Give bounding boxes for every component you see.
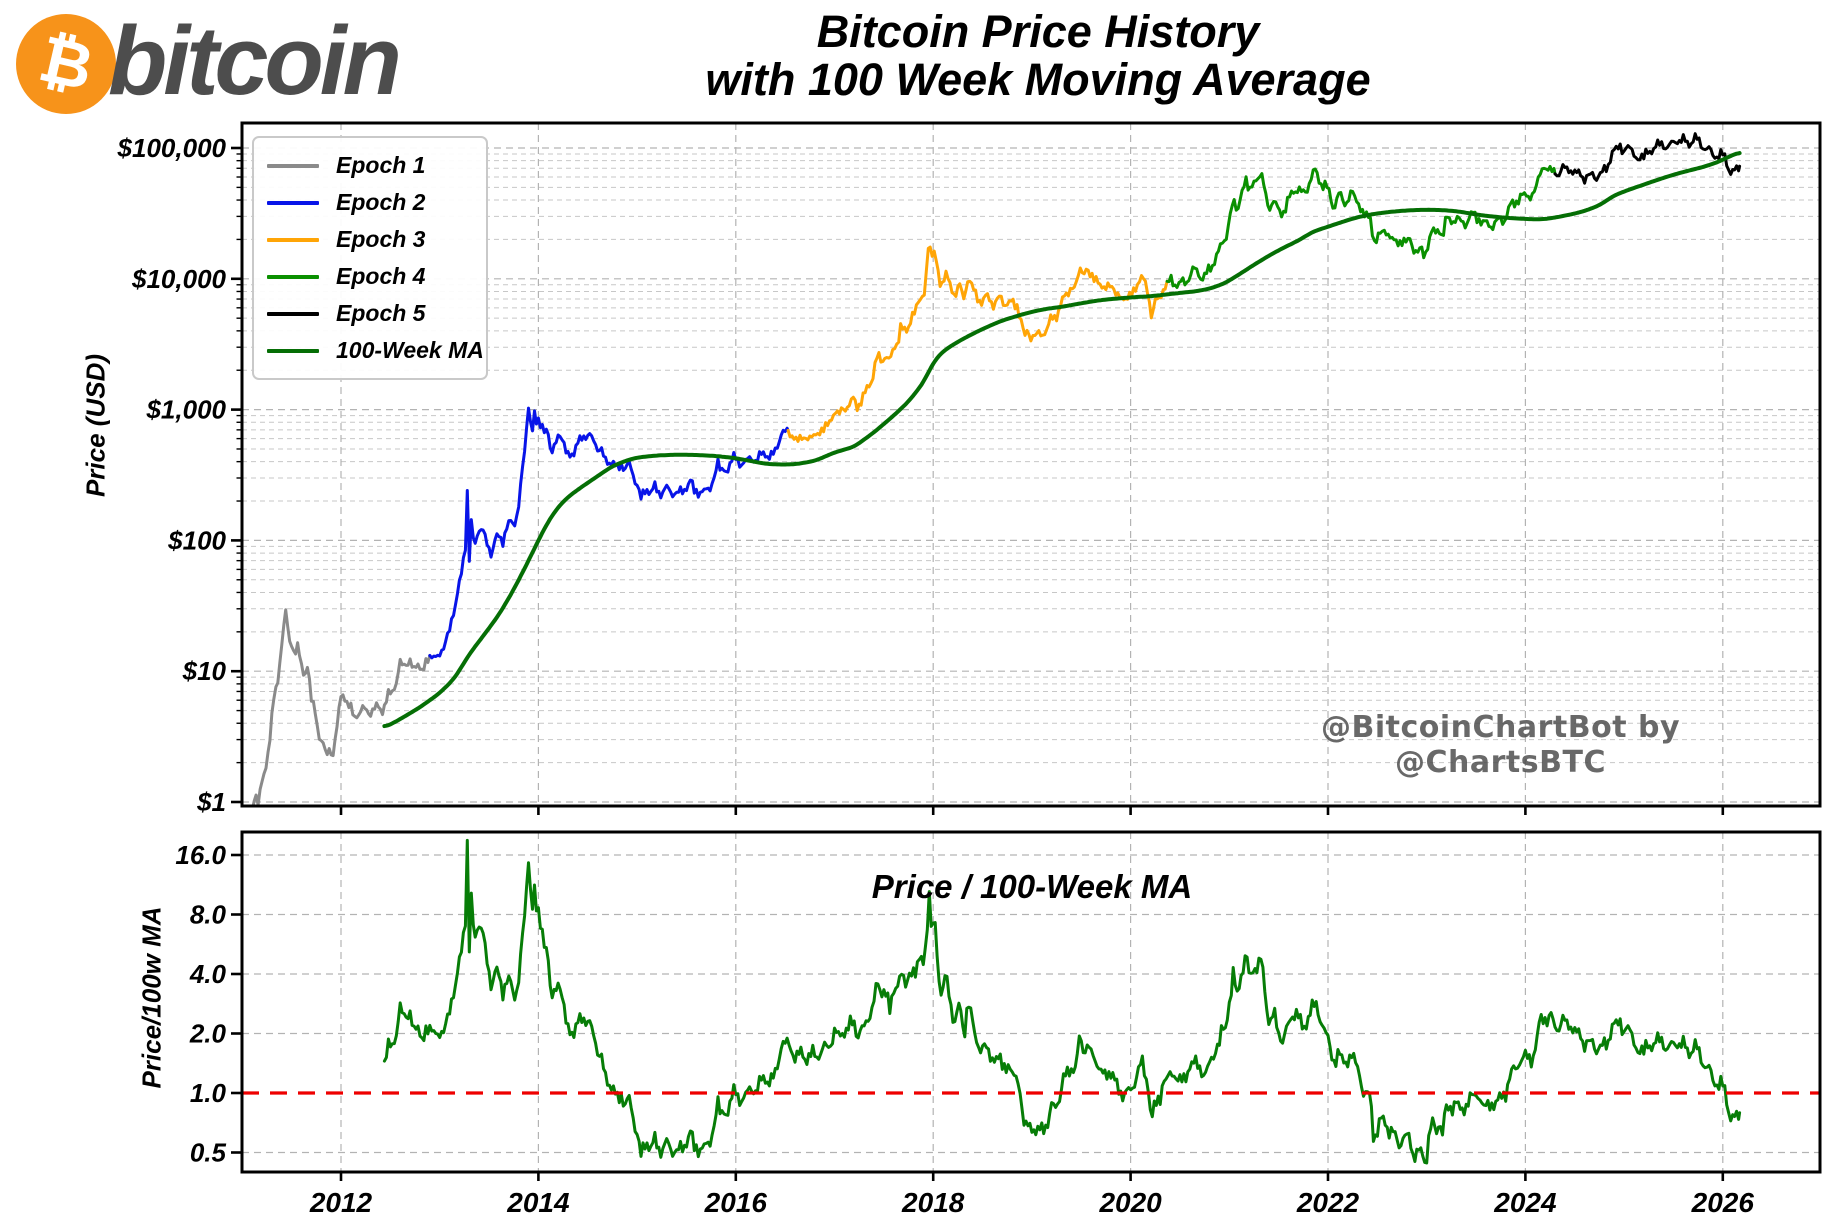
series-epoch-1 <box>251 608 432 806</box>
ratio-panel-title: Price / 100-Week MA <box>871 868 1193 905</box>
legend-item-epoch-4: Epoch 4 <box>254 258 486 295</box>
watermark-credit: @BitcoinChartBot by @ChartsBTC <box>1320 710 1681 780</box>
tick-label: 0.5 <box>190 1138 227 1168</box>
legend-label: Epoch 4 <box>336 263 426 289</box>
tick-label: $10 <box>182 656 227 686</box>
tick-label: $1,000 <box>145 395 226 425</box>
legend-swatch <box>267 200 319 205</box>
bitcoin-wordmark: bitcoin <box>108 6 402 115</box>
tick-label: 16.0 <box>175 840 226 870</box>
tick-label: 2026 <box>1691 1187 1755 1218</box>
legend-item-epoch-2: Epoch 2 <box>254 184 486 221</box>
tick-label: 2022 <box>1296 1187 1360 1218</box>
legend-item-epoch-1: Epoch 1 <box>254 147 486 184</box>
chart-title: Bitcoin Price History with 100 Week Movi… <box>638 8 1438 104</box>
tick-label: 2020 <box>1098 1187 1162 1218</box>
legend-label: Epoch 1 <box>336 152 426 178</box>
tick-label: $10,000 <box>131 264 227 294</box>
tick-label: $100,000 <box>117 133 227 163</box>
series-epoch-5 <box>1553 132 1742 185</box>
legend-item-100-week-ma: 100-Week MA <box>254 332 486 369</box>
tick-label: 2018 <box>901 1187 965 1218</box>
tick-label: $100 <box>167 525 226 555</box>
series-epoch-3 <box>786 245 1169 443</box>
series-100-week-ma <box>382 151 1742 729</box>
chart-title-line2: with 100 Week Moving Average <box>705 54 1371 105</box>
legend-swatch <box>267 237 319 242</box>
legend-swatch <box>267 348 319 353</box>
legend-swatch <box>267 311 319 316</box>
legend-swatch <box>267 274 319 279</box>
bitcoin-logo-badge: ₿ <box>16 14 116 114</box>
tick-label: 2024 <box>1493 1187 1557 1218</box>
legend-item-epoch-5: Epoch 5 <box>254 295 486 332</box>
series-epoch-4 <box>1165 164 1557 289</box>
legend-label: Epoch 5 <box>336 300 426 326</box>
tick-label: 2016 <box>704 1187 768 1218</box>
tick-label: 4.0 <box>189 959 227 989</box>
tick-label: 2014 <box>506 1187 570 1218</box>
tick-label: $1 <box>196 787 226 817</box>
legend-label: 100-Week MA <box>336 337 484 363</box>
series-price-over-ma <box>382 838 1742 1165</box>
price-axis-label: Price (USD) <box>80 353 111 498</box>
chart-legend: Epoch 1 Epoch 2 Epoch 3 Epoch 4 Epoch 5 100-W… <box>252 136 488 380</box>
tick-label: 2012 <box>309 1187 373 1218</box>
legend-item-epoch-3: Epoch 3 <box>254 221 486 258</box>
legend-swatch <box>267 163 319 168</box>
series-epoch-2 <box>428 406 790 660</box>
legend-label: Epoch 3 <box>336 226 426 252</box>
tick-label: 8.0 <box>190 900 227 930</box>
legend-label: Epoch 2 <box>336 189 426 215</box>
tick-label: 2.0 <box>189 1019 227 1049</box>
chart-title-line1: Bitcoin Price History <box>816 6 1260 57</box>
bitcoin-coin-icon: ₿ <box>32 22 100 106</box>
ratio-axis-label: Price/100w MA <box>136 906 167 1089</box>
tick-label: 1.0 <box>190 1078 227 1108</box>
